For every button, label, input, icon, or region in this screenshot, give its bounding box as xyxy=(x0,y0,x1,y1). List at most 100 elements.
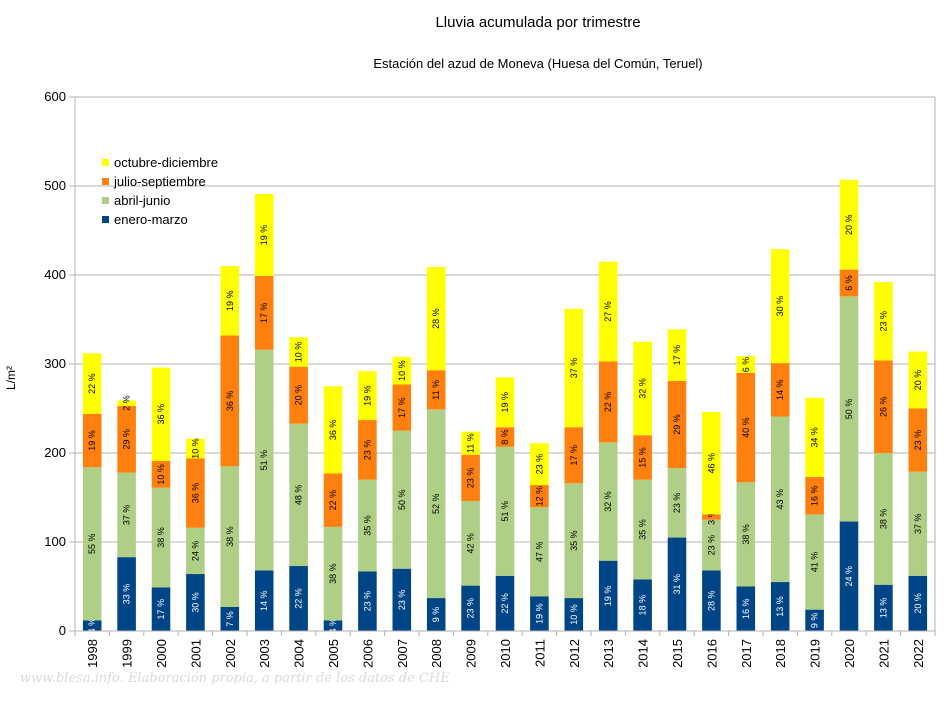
bar-segment xyxy=(82,467,102,621)
bar-segment xyxy=(530,485,549,508)
bar-segment xyxy=(151,367,171,462)
data-label: 38 % xyxy=(225,526,235,547)
bar-segment xyxy=(633,579,652,631)
x-tick-label: 2022 xyxy=(911,639,926,668)
bar-segment xyxy=(598,261,618,362)
bar-segment xyxy=(117,405,136,473)
data-label: 16 % xyxy=(810,485,820,506)
data-label: 19 % xyxy=(362,385,372,406)
data-label: 36 % xyxy=(190,483,200,504)
data-label: 19 % xyxy=(603,586,613,607)
data-label: 38 % xyxy=(328,563,338,584)
data-label: 36 % xyxy=(156,404,166,425)
bar-segment xyxy=(254,349,274,571)
bar-segment xyxy=(82,353,102,414)
bar-segment xyxy=(874,453,893,585)
bar-segment xyxy=(254,570,274,631)
x-tick-label: 2012 xyxy=(567,639,582,668)
bar-segment xyxy=(874,360,893,453)
data-label: 7 % xyxy=(225,611,235,627)
data-label: 23 % xyxy=(878,311,888,332)
data-label: 43 % xyxy=(775,489,785,510)
data-label: 17 % xyxy=(156,599,166,620)
data-label: 22 % xyxy=(603,392,613,413)
bar-segment xyxy=(495,575,515,631)
data-label: 38 % xyxy=(878,509,888,530)
footer-credit: www.blesa.info. Elaboración propia, a pa… xyxy=(20,671,450,686)
data-label: 6 % xyxy=(844,275,854,291)
bar-segment xyxy=(117,400,136,406)
data-label: 29 % xyxy=(672,414,682,435)
x-tick-label: 2002 xyxy=(223,639,238,668)
bar-segment xyxy=(426,409,446,599)
bar-segment xyxy=(633,479,652,580)
legend-swatch xyxy=(102,178,109,185)
bar-segment xyxy=(736,482,756,587)
bar-segment xyxy=(564,308,584,428)
data-label: 17 % xyxy=(259,303,269,324)
data-label: 6 % xyxy=(741,357,751,373)
bar-segment xyxy=(117,472,136,558)
data-label: 19 % xyxy=(534,603,544,624)
bar-segment xyxy=(805,609,824,631)
data-label: 22 % xyxy=(294,588,304,609)
data-label: 23 % xyxy=(534,454,544,475)
bar-segment xyxy=(805,514,824,610)
data-label: 13 % xyxy=(878,598,888,619)
bar-segment xyxy=(186,527,205,575)
x-tick-label: 2010 xyxy=(498,639,513,668)
data-label: 4 % xyxy=(328,618,338,634)
x-tick-label: 2009 xyxy=(464,639,479,668)
x-tick-label: 2004 xyxy=(292,639,307,668)
data-label: 24 % xyxy=(844,566,854,587)
data-label: 37 % xyxy=(122,505,132,526)
legend-swatch xyxy=(102,197,109,204)
bar-segment xyxy=(530,596,549,631)
data-label: 27 % xyxy=(603,301,613,322)
data-label: 22 % xyxy=(328,490,338,511)
bar-segment xyxy=(667,329,687,381)
data-label: 15 % xyxy=(638,447,648,468)
data-label: 18 % xyxy=(638,595,648,616)
bar-segment xyxy=(426,266,446,371)
bars: 4 % 55 % 19 % 22 % 33 % 37 % 29 % 2 % 17 % 38 % 10… xyxy=(82,179,928,634)
bar-segment xyxy=(392,384,412,431)
bar-segment xyxy=(461,585,480,631)
data-label: 19 % xyxy=(500,392,510,413)
bar-segment xyxy=(358,420,377,480)
data-label: 24 % xyxy=(190,541,200,562)
data-label: 3 % xyxy=(706,509,716,525)
data-label: 51 % xyxy=(259,450,269,471)
legend-label: abril-junio xyxy=(114,193,170,208)
bar-segment xyxy=(323,526,343,621)
bar-segment xyxy=(805,397,824,478)
data-label: 46 % xyxy=(706,453,716,474)
data-label: 20 % xyxy=(294,385,304,406)
bar-segment xyxy=(598,442,618,561)
bar-segment xyxy=(874,584,893,631)
bar-segment xyxy=(598,361,618,443)
data-label: 11 % xyxy=(431,380,441,400)
data-label: 38 % xyxy=(741,524,751,545)
data-label: 42 % xyxy=(466,533,476,554)
bar-segment xyxy=(633,435,652,480)
bar-segment xyxy=(82,413,102,468)
data-label: 19 % xyxy=(87,430,97,451)
x-tick-label: 2018 xyxy=(773,639,788,668)
bar-segment xyxy=(186,458,205,528)
bar-segment xyxy=(358,571,377,631)
x-tick-label: 2020 xyxy=(842,639,857,668)
bar-segment xyxy=(530,443,549,486)
data-label: 23 % xyxy=(466,468,476,489)
data-label: 10 % xyxy=(190,438,200,459)
data-label: 10 % xyxy=(294,342,304,363)
data-label: 17 % xyxy=(569,445,579,466)
legend: octubre-diciembre julio-septiembre abril-j… xyxy=(102,155,218,227)
data-label: 32 % xyxy=(603,491,613,512)
data-label: 50 % xyxy=(397,489,407,510)
chart-subtitle: Estación del azud de Moneva (Huesa del C… xyxy=(373,56,702,71)
bar-segment xyxy=(839,296,859,522)
data-label: 23 % xyxy=(672,493,682,514)
bar-segment xyxy=(839,179,859,270)
x-tick-label: 2014 xyxy=(636,639,651,668)
